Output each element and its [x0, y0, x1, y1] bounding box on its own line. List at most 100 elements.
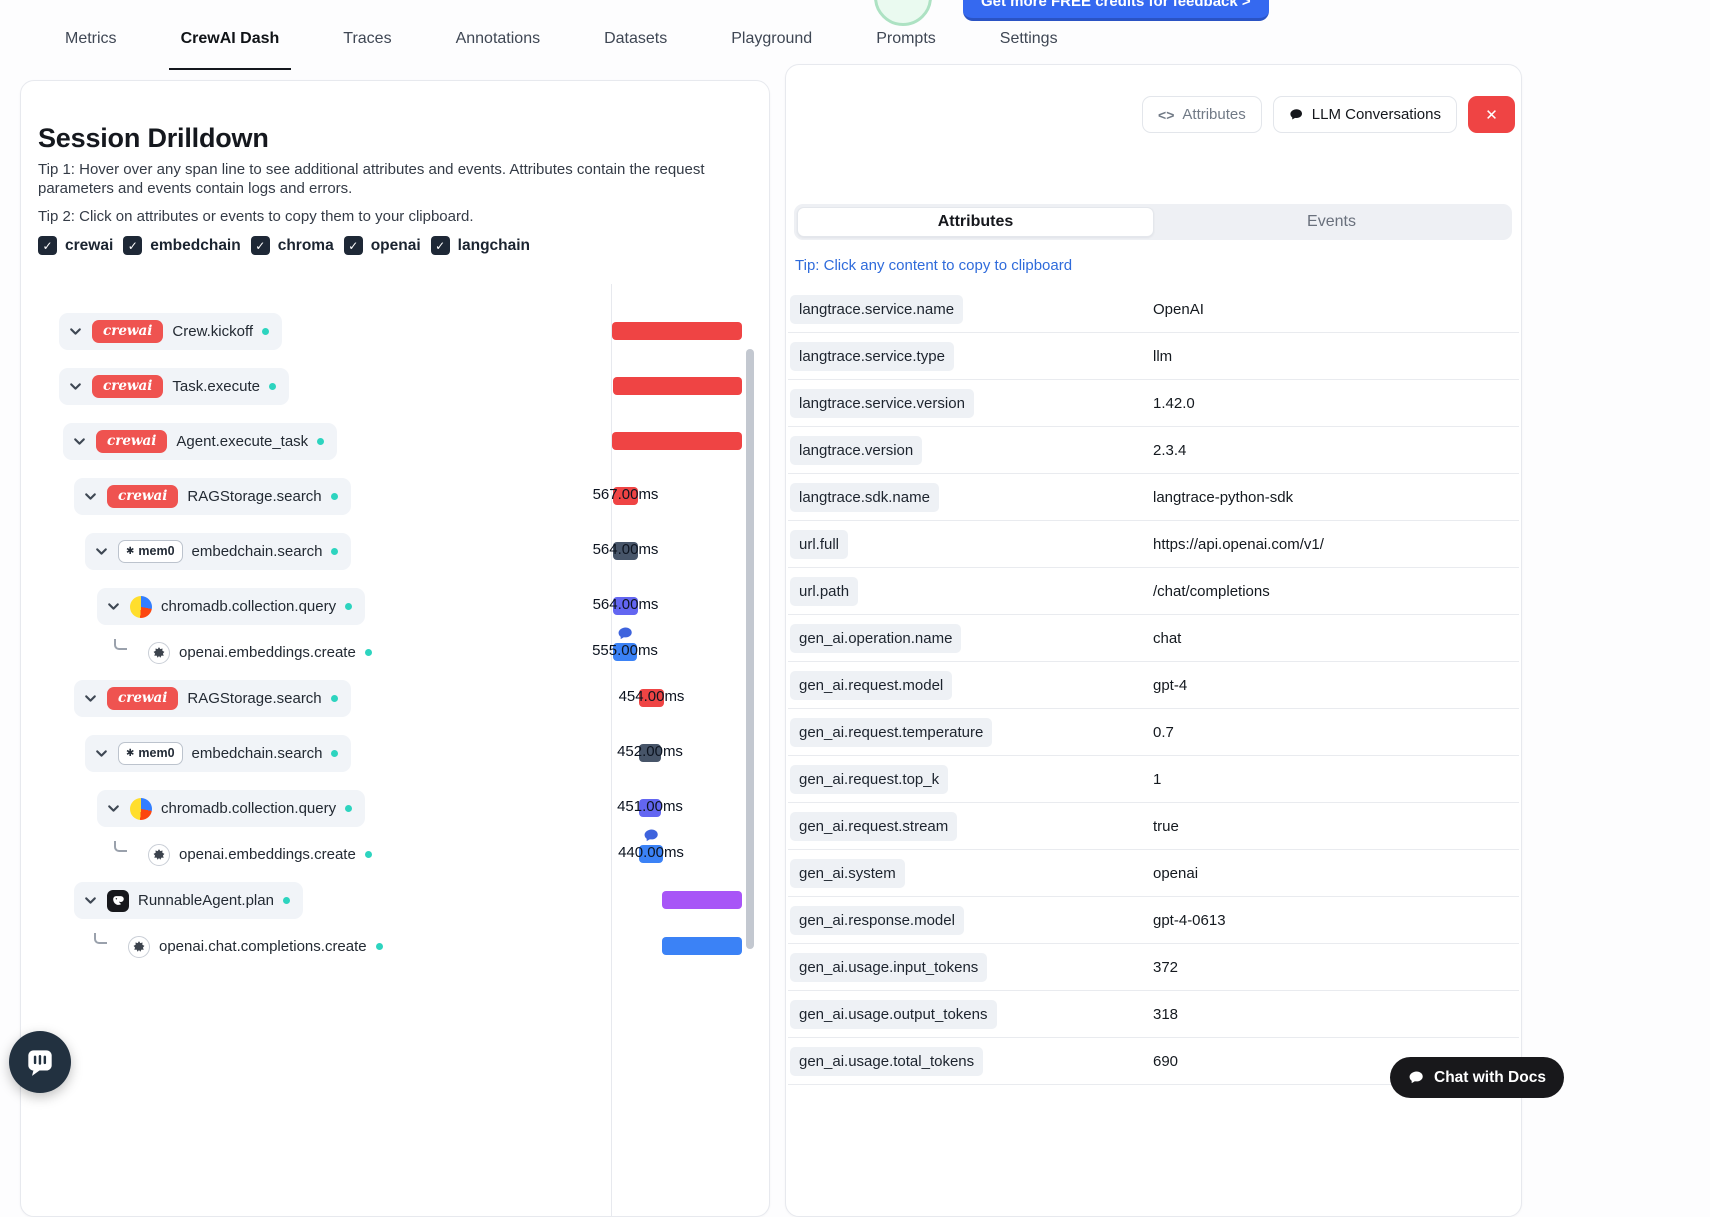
- tab-events[interactable]: Events: [1154, 207, 1509, 237]
- span-duration-bar[interactable]: [662, 937, 742, 955]
- span-duration-bar[interactable]: [613, 377, 742, 395]
- attribute-value[interactable]: openai: [1153, 865, 1519, 882]
- attribute-row: langtrace.version 2.3.4: [788, 427, 1519, 474]
- chevron-down-icon[interactable]: [68, 379, 83, 394]
- attribute-value[interactable]: gpt-4: [1153, 677, 1519, 694]
- status-dot: [365, 649, 372, 656]
- status-dot: [317, 438, 324, 445]
- attribute-key[interactable]: gen_ai.usage.input_tokens: [790, 953, 987, 982]
- attribute-value[interactable]: chat: [1153, 630, 1519, 647]
- chevron-down-icon[interactable]: [68, 324, 83, 339]
- chat-with-docs-button[interactable]: Chat with Docs: [1390, 1057, 1564, 1098]
- attributes-button[interactable]: <> Attributes: [1142, 96, 1262, 133]
- close-button[interactable]: ✕: [1468, 96, 1515, 133]
- attribute-value[interactable]: OpenAI: [1153, 301, 1519, 318]
- span-row-openai-embeddings-create[interactable]: openai.embeddings.create: [109, 836, 385, 873]
- attribute-key[interactable]: langtrace.service.type: [790, 342, 954, 371]
- chevron-down-icon[interactable]: [72, 434, 87, 449]
- chevron-down-icon[interactable]: [83, 691, 98, 706]
- chroma-logo: [130, 596, 152, 618]
- attribute-row: langtrace.service.version 1.42.0: [788, 380, 1519, 427]
- span-row-ragstorage-search[interactable]: crewaiRAGStorage.search: [74, 680, 351, 717]
- attribute-key[interactable]: langtrace.sdk.name: [790, 483, 939, 512]
- comment-bubble-icon[interactable]: [617, 625, 634, 642]
- span-row-embedchain-search[interactable]: ✱mem0embedchain.search: [85, 735, 351, 772]
- attribute-value[interactable]: 2.3.4: [1153, 442, 1519, 459]
- span-row-chromadb-collection-query[interactable]: chromadb.collection.query: [97, 790, 365, 827]
- span-row-crew-kickoff[interactable]: crewaiCrew.kickoff: [59, 313, 282, 350]
- attribute-key[interactable]: gen_ai.request.model: [790, 671, 952, 700]
- attribute-key[interactable]: gen_ai.usage.output_tokens: [790, 1000, 997, 1029]
- tab-traces[interactable]: Traces: [331, 30, 403, 70]
- span-duration-bar[interactable]: [662, 891, 742, 909]
- tab-metrics[interactable]: Metrics: [53, 30, 129, 70]
- code-icon: <>: [1158, 107, 1174, 123]
- chevron-down-icon[interactable]: [106, 599, 121, 614]
- avatar[interactable]: [874, 0, 932, 26]
- span-duration-bar[interactable]: [612, 322, 742, 340]
- tab-attributes[interactable]: Attributes: [797, 207, 1154, 237]
- span-label: Agent.execute_task: [176, 433, 308, 450]
- span-label: Task.execute: [172, 378, 260, 395]
- span-label: openai.chat.completions.create: [159, 938, 367, 955]
- span-row-runnableagent-plan[interactable]: RunnableAgent.plan: [74, 882, 303, 919]
- attribute-key[interactable]: url.path: [790, 577, 858, 606]
- status-dot: [331, 493, 338, 500]
- attribute-value[interactable]: 372: [1153, 959, 1519, 976]
- span-row-openai-embeddings-create[interactable]: openai.embeddings.create: [109, 634, 385, 671]
- attribute-key[interactable]: gen_ai.request.temperature: [790, 718, 992, 747]
- chroma-logo: [130, 798, 152, 820]
- comment-bubble-icon[interactable]: [643, 827, 660, 844]
- chevron-down-icon[interactable]: [83, 489, 98, 504]
- chevron-down-icon[interactable]: [83, 893, 98, 908]
- attribute-value[interactable]: gpt-4-0613: [1153, 912, 1519, 929]
- span-row-ragstorage-search[interactable]: crewaiRAGStorage.search: [74, 478, 351, 515]
- chat-launcher-button[interactable]: [9, 1031, 71, 1093]
- tab-datasets[interactable]: Datasets: [592, 30, 679, 70]
- tab-crewai-dash[interactable]: CrewAI Dash: [169, 30, 292, 70]
- attribute-value[interactable]: 0.7: [1153, 724, 1519, 741]
- attribute-value[interactable]: /chat/completions: [1153, 583, 1519, 600]
- attribute-row: gen_ai.request.stream true: [788, 803, 1519, 850]
- timeline-axis: [611, 284, 612, 1216]
- attribute-row: gen_ai.usage.output_tokens 318: [788, 991, 1519, 1038]
- attribute-key[interactable]: langtrace.version: [790, 436, 922, 465]
- attribute-value[interactable]: 318: [1153, 1006, 1519, 1023]
- attribute-value[interactable]: langtrace-python-sdk: [1153, 489, 1519, 506]
- openai-logo: [148, 642, 170, 664]
- attribute-value[interactable]: 1: [1153, 771, 1519, 788]
- span-row-chromadb-collection-query[interactable]: chromadb.collection.query: [97, 588, 365, 625]
- attribute-key[interactable]: gen_ai.request.top_k: [790, 765, 948, 794]
- llm-conversations-button[interactable]: LLM Conversations: [1273, 96, 1457, 133]
- attribute-value[interactable]: 1.42.0: [1153, 395, 1519, 412]
- scrollbar-thumb[interactable]: [746, 349, 754, 949]
- attribute-key[interactable]: langtrace.service.version: [790, 389, 974, 418]
- promo-button[interactable]: Get more FREE credits for feedback >: [963, 0, 1269, 21]
- span-label: embedchain.search: [192, 745, 323, 762]
- tab-annotations[interactable]: Annotations: [444, 30, 553, 70]
- attribute-key[interactable]: url.full: [790, 530, 848, 559]
- span-duration-bar[interactable]: [612, 432, 742, 450]
- attribute-key[interactable]: gen_ai.response.model: [790, 906, 964, 935]
- span-row-openai-chat-completions-create[interactable]: openai.chat.completions.create: [89, 928, 396, 965]
- span-row-agent-execute-task[interactable]: crewaiAgent.execute_task: [63, 423, 337, 460]
- duration-label: 440.00ms: [618, 844, 684, 861]
- chevron-down-icon[interactable]: [94, 746, 109, 761]
- attribute-key[interactable]: gen_ai.request.stream: [790, 812, 957, 841]
- chevron-down-icon[interactable]: [94, 544, 109, 559]
- span-label: chromadb.collection.query: [161, 800, 336, 817]
- span-row-task-execute[interactable]: crewaiTask.execute: [59, 368, 289, 405]
- attribute-value[interactable]: true: [1153, 818, 1519, 835]
- llm-conversations-label: LLM Conversations: [1312, 106, 1441, 123]
- span-label: RAGStorage.search: [187, 488, 321, 505]
- attribute-key[interactable]: gen_ai.system: [790, 859, 905, 888]
- chevron-down-icon[interactable]: [106, 801, 121, 816]
- attribute-key[interactable]: langtrace.service.name: [790, 295, 963, 324]
- attribute-key[interactable]: gen_ai.operation.name: [790, 624, 961, 653]
- attribute-value[interactable]: llm: [1153, 348, 1519, 365]
- attribute-value[interactable]: https://api.openai.com/v1/: [1153, 536, 1519, 553]
- status-dot: [283, 897, 290, 904]
- attribute-key[interactable]: gen_ai.usage.total_tokens: [790, 1047, 983, 1076]
- attributes-button-label: Attributes: [1182, 106, 1245, 123]
- span-row-embedchain-search[interactable]: ✱mem0embedchain.search: [85, 533, 351, 570]
